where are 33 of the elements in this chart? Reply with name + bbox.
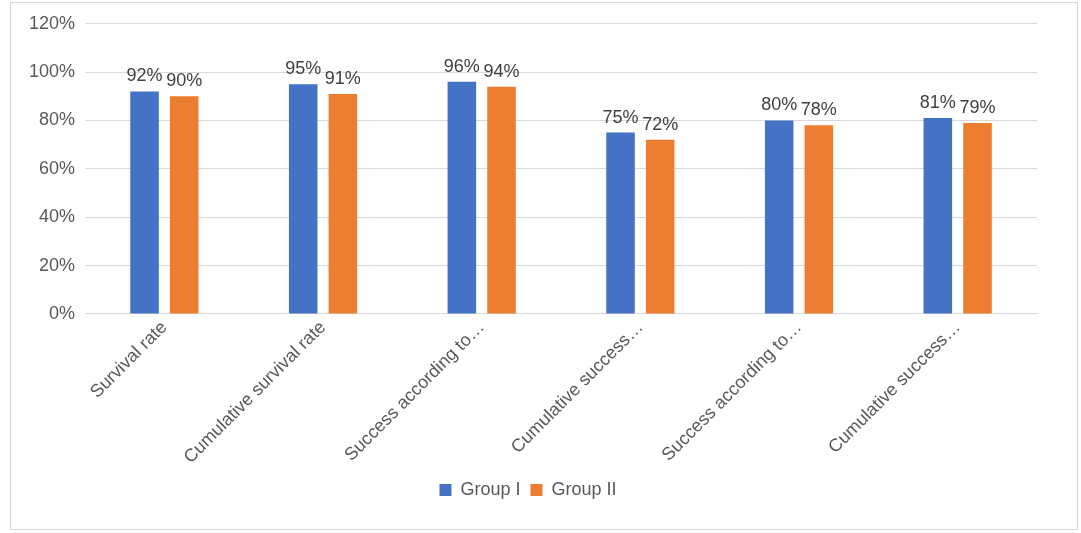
data-label: 78% (800, 99, 837, 120)
data-label: 80% (761, 94, 798, 115)
data-label: 94% (483, 60, 520, 81)
y-tick-label: 0% (49, 302, 76, 323)
data-label: 95% (285, 58, 322, 79)
bar (447, 81, 477, 314)
bar (130, 91, 159, 314)
bar (328, 93, 358, 314)
y-tick-label: 80% (39, 109, 76, 130)
y-tick-label: 100% (28, 61, 76, 82)
y-tick-label: 120% (28, 12, 76, 33)
bar (923, 118, 953, 314)
y-tick-label: 20% (39, 254, 76, 275)
bar (288, 84, 318, 314)
data-label: 92% (126, 65, 163, 86)
data-label: 96% (443, 55, 480, 76)
y-tick-label: 40% (39, 206, 76, 227)
bar (963, 122, 992, 314)
bar (804, 125, 834, 314)
data-label: 72% (642, 113, 679, 134)
data-label: 91% (324, 67, 361, 88)
data-label: 90% (166, 70, 203, 91)
legend-label: Group II (551, 478, 617, 499)
y-tick-label: 60% (39, 157, 76, 178)
data-label: 79% (959, 96, 996, 117)
data-label: 75% (602, 106, 639, 127)
bar (487, 86, 516, 314)
bar (764, 120, 794, 314)
legend-label: Group I (460, 478, 521, 499)
bar (169, 96, 199, 314)
data-label: 81% (919, 92, 956, 113)
bar (606, 132, 635, 314)
bar (645, 139, 675, 314)
